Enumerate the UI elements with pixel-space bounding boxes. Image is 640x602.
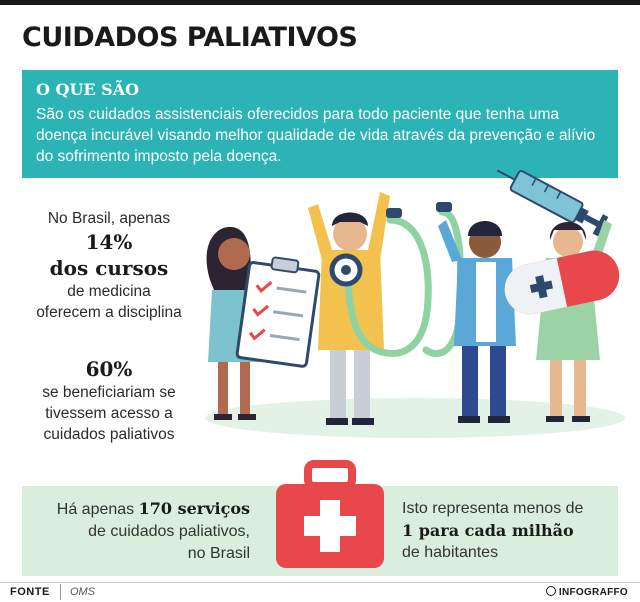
definition-heading: O QUE SÃO	[36, 80, 140, 99]
stat-courses-percent: 14%	[85, 230, 133, 254]
services-line3: no Brasil	[187, 545, 250, 562]
medical-team-illustration	[205, 169, 625, 438]
stat-courses-line3: oferecem a disciplina	[36, 304, 182, 321]
page-title: CUIDADOS PALIATIVOS	[22, 22, 358, 53]
brand-logo: INFOGRAFFO	[545, 586, 628, 598]
syringe-icon	[496, 169, 609, 237]
footer-divider	[0, 582, 640, 583]
stat-beneficiaries-line3: cuidados paliativos	[43, 426, 175, 443]
top-rule	[0, 0, 640, 5]
ratio-line1: Isto representa menos de	[402, 500, 584, 517]
clipboard-icon	[235, 256, 321, 368]
first-aid-kit-icon	[276, 460, 384, 568]
ratio-highlight: 1 para cada milhão	[402, 521, 574, 540]
stat-beneficiaries-percent: 60%	[85, 357, 133, 381]
stat-courses: No Brasil, apenas 14% dos cursos de medi…	[18, 208, 200, 323]
stat-beneficiaries: 60% se beneficiariam se tivessem acesso …	[18, 356, 200, 445]
services-count: 170 serviços	[138, 499, 250, 518]
source-value: OMS	[70, 586, 96, 598]
services-text: Há apenas 170 serviços de cuidados palia…	[22, 498, 250, 565]
brand-mark-icon	[545, 586, 556, 596]
doctor-man-blue-figure	[438, 220, 516, 423]
source-separator	[60, 584, 61, 600]
definition-box: O QUE SÃO São os cuidados assistenciais …	[22, 70, 618, 178]
stat-courses-line1: No Brasil, apenas	[47, 210, 171, 227]
definition-text: São os cuidados assistenciais oferecidos…	[36, 106, 596, 165]
ground-shadow	[205, 398, 625, 438]
stat-beneficiaries-line2: tivessem acesso a	[45, 405, 173, 422]
ratio-line3: de habitantes	[402, 544, 499, 561]
brand-name: INFOGRAFFO	[558, 587, 628, 598]
doctor-woman-green-figure	[536, 220, 612, 422]
ratio-text: Isto representa menos de 1 para cada mil…	[402, 498, 622, 564]
stat-courses-subject: dos cursos	[49, 256, 169, 280]
services-pre: Há apenas	[56, 501, 139, 518]
stat-beneficiaries-line1: se beneficiariam se	[42, 384, 176, 401]
services-line2: de cuidados paliativos,	[88, 523, 250, 540]
stat-courses-line2: de medicina	[67, 283, 151, 300]
pill-icon	[504, 250, 620, 315]
source-label: FONTE	[10, 586, 50, 598]
